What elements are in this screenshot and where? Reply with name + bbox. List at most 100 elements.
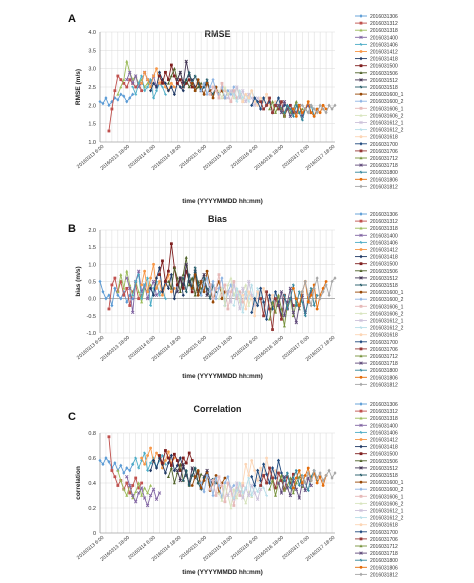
data-point bbox=[149, 276, 152, 280]
data-point bbox=[205, 269, 209, 273]
series-2016031600_1 bbox=[190, 469, 227, 495]
legend-marker bbox=[359, 135, 363, 139]
legend-label: 2016031618 bbox=[370, 135, 398, 141]
legend-item: 2016031418 bbox=[355, 445, 398, 451]
data-point bbox=[253, 96, 257, 100]
legend-marker bbox=[359, 177, 363, 181]
data-point bbox=[300, 481, 304, 485]
data-point bbox=[208, 92, 212, 96]
data-point bbox=[155, 67, 158, 71]
data-point bbox=[220, 81, 224, 85]
series-2016031812 bbox=[300, 468, 337, 485]
data-point bbox=[202, 276, 206, 280]
data-point bbox=[208, 487, 212, 491]
data-point bbox=[286, 471, 289, 475]
legend-marker bbox=[359, 297, 363, 302]
data-point bbox=[268, 481, 272, 485]
legend-item: 2016031800 bbox=[355, 170, 398, 176]
legend-marker bbox=[359, 226, 363, 230]
data-point bbox=[259, 484, 263, 487]
series-2016031412 bbox=[140, 262, 176, 297]
data-point bbox=[163, 81, 167, 86]
data-point bbox=[116, 92, 120, 96]
data-point bbox=[149, 304, 152, 307]
data-point bbox=[256, 99, 260, 104]
data-point bbox=[202, 283, 206, 287]
data-point bbox=[133, 500, 138, 504]
legend-marker bbox=[359, 339, 363, 344]
data-point bbox=[217, 475, 221, 479]
data-point bbox=[125, 286, 129, 290]
data-point bbox=[190, 484, 194, 487]
data-point bbox=[184, 81, 188, 85]
data-point bbox=[253, 469, 257, 472]
y-tick-label: 0.4 bbox=[88, 481, 96, 487]
legend-item: 2016031618 bbox=[355, 135, 398, 141]
data-point bbox=[271, 111, 274, 115]
legend-item: 2016031618 bbox=[355, 333, 398, 339]
data-point bbox=[152, 96, 155, 100]
data-point bbox=[157, 265, 162, 270]
y-tick-label: 3.5 bbox=[88, 48, 96, 54]
data-point bbox=[166, 279, 170, 283]
legend-item: 2016031606_1 bbox=[355, 106, 404, 112]
legend-item: 2016031518 bbox=[355, 283, 398, 289]
legend-label: 2016031518 bbox=[370, 473, 398, 479]
data-point bbox=[140, 293, 144, 297]
legend-marker bbox=[359, 128, 363, 131]
data-point bbox=[253, 296, 257, 301]
legend-marker bbox=[359, 106, 363, 110]
data-point bbox=[125, 475, 129, 479]
legend-item: 2016031518 bbox=[355, 85, 398, 91]
data-point bbox=[291, 107, 295, 111]
data-point bbox=[238, 307, 242, 311]
data-point bbox=[196, 293, 200, 297]
data-point bbox=[303, 279, 307, 284]
series-line bbox=[132, 272, 166, 306]
data-point bbox=[256, 479, 260, 482]
data-point bbox=[259, 107, 263, 111]
data-point bbox=[306, 471, 310, 475]
data-point bbox=[333, 276, 337, 280]
data-point bbox=[238, 96, 242, 100]
legend-label: 2016031612_2 bbox=[370, 516, 404, 522]
data-point bbox=[125, 276, 129, 280]
data-point bbox=[226, 92, 230, 96]
legend-label: 2016031506 bbox=[370, 459, 398, 465]
data-point bbox=[241, 491, 245, 495]
legend-item: 2016031312 bbox=[355, 219, 398, 225]
data-point bbox=[232, 304, 236, 307]
data-point bbox=[137, 466, 141, 470]
data-point bbox=[274, 100, 277, 104]
legend-item: 2016031406 bbox=[355, 42, 398, 48]
series-line bbox=[227, 281, 262, 310]
series-line bbox=[126, 271, 160, 313]
data-point bbox=[244, 290, 248, 294]
legend-marker bbox=[359, 480, 363, 484]
data-point bbox=[205, 471, 209, 475]
legend-item: 2016031612_1 bbox=[355, 319, 404, 325]
data-point bbox=[160, 289, 165, 294]
data-point bbox=[190, 474, 194, 477]
data-point bbox=[294, 304, 298, 307]
data-point bbox=[178, 456, 182, 460]
legend-item: 2016031512 bbox=[355, 276, 398, 282]
data-point bbox=[107, 435, 111, 439]
data-point bbox=[306, 466, 310, 470]
data-point bbox=[232, 283, 236, 287]
data-point bbox=[116, 293, 120, 298]
data-point bbox=[157, 491, 162, 495]
data-point bbox=[101, 462, 105, 467]
data-point bbox=[279, 290, 284, 294]
legend-item: 2016031600_1 bbox=[355, 480, 404, 486]
data-point bbox=[116, 468, 120, 472]
data-point bbox=[136, 491, 141, 495]
data-point bbox=[119, 463, 123, 468]
data-point bbox=[196, 481, 200, 485]
data-point bbox=[288, 286, 293, 291]
data-point bbox=[169, 466, 173, 470]
legend-marker bbox=[359, 431, 363, 434]
data-point bbox=[259, 297, 263, 301]
series-2016031812 bbox=[300, 103, 337, 115]
legend-label: 2016031312 bbox=[370, 21, 398, 27]
